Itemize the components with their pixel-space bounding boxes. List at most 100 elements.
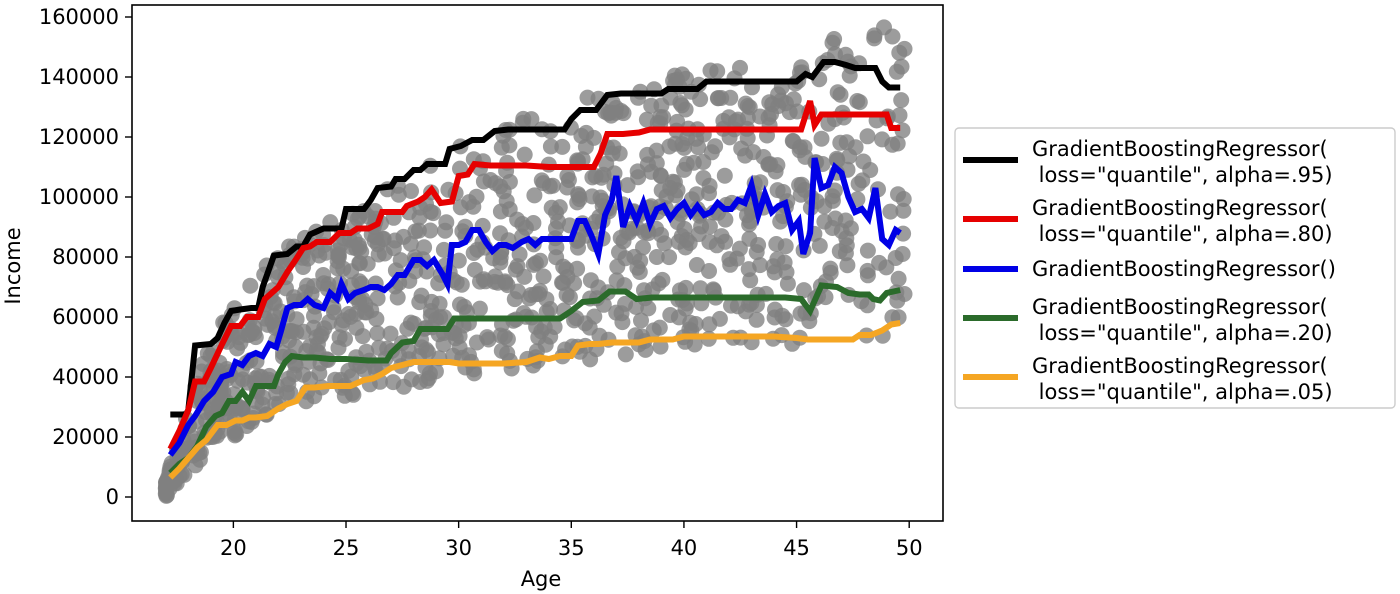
scatter-point [890,186,906,203]
scatter-point [701,263,717,279]
scatter-point [461,347,477,364]
scatter-point [838,230,855,247]
scatter-point [422,222,439,239]
scatter-point [559,167,576,184]
scatter-point [535,268,552,285]
scatter-point [785,133,802,150]
scatter-point [816,198,833,215]
scatter-point [480,331,497,348]
scatter-point [465,198,482,215]
scatter-point [632,253,649,269]
scatter-point [690,226,707,243]
scatter-point [639,156,656,173]
scatter-point [542,301,559,317]
scatter-point [692,91,709,108]
scatter-point [489,274,506,291]
scatter-point [550,213,566,230]
scatter-point [266,295,283,312]
scatter-point [469,241,486,258]
scatter-point [517,219,534,236]
scatter-point [436,309,453,326]
scatter-point [369,290,386,307]
scatter-point [302,338,318,355]
scatter-point [859,242,876,259]
scatter-point [859,128,876,145]
scatter-point [896,40,913,57]
y-axis-label: Income [1,227,25,304]
scatter-point [516,146,533,163]
scatter-point [701,316,718,333]
scatter-point [359,255,376,272]
scatter-point [315,267,332,283]
scatter-point [477,273,494,290]
scatter-point [678,70,694,87]
scatter-point [740,261,757,278]
scatter-point [509,258,526,275]
y-tick-label: 80000 [52,245,119,269]
scatter-point [760,156,777,173]
scatter-point [656,235,673,252]
scatter-point [295,323,312,340]
scatter-point [717,211,734,228]
y-tick-label: 100000 [39,185,119,209]
scatter-point [590,279,607,296]
scatter-point [722,256,739,273]
scatter-point [492,225,509,242]
scatter-point [745,144,762,161]
scatter-point [837,212,854,229]
scatter-point [532,252,549,269]
scatter-point [748,311,765,328]
plot-area-frame [131,4,944,522]
scatter-point [452,296,468,313]
scatter-point [399,320,416,337]
series-line-5 [168,320,901,480]
scatter-point [595,166,612,183]
scatter-point [633,312,649,329]
scatter-point [763,106,780,122]
scatter-point [287,338,304,355]
x-tick-label: 35 [558,536,585,560]
scatter-point [526,187,543,204]
scatter-point [370,246,387,263]
scatter-point [720,109,737,126]
scatter-point [677,300,694,317]
y-tick-label: 0 [106,485,119,509]
scatter-point [226,424,243,441]
scatter-point [851,94,868,111]
scatter-point [295,259,312,275]
scatter-point [859,262,876,279]
scatter-point [158,478,174,495]
scatter-point [382,325,399,342]
legend-label-5: GradientBoostingRegressor( loss="quantil… [1032,354,1333,404]
scatter-point [888,63,905,80]
scatter-point [866,27,883,44]
series-lines [167,59,902,480]
scatter-point [558,286,575,303]
scatter-point [820,115,837,132]
scatter-point [789,103,806,120]
scatter-point [555,258,572,275]
scatter-point [832,134,849,151]
scatter-point [776,254,793,271]
scatter-point [543,199,560,216]
scatter-point [752,174,769,191]
scatter-point [669,182,686,199]
scatter-point [882,203,899,220]
scatter-point [385,374,402,391]
series-line-1 [170,59,901,418]
scatter-point [369,325,386,342]
scatter-point [418,263,435,280]
scatter-point [495,183,512,200]
scatter-point [523,287,539,303]
legend-label-2: GradientBoostingRegressor( loss="quantil… [1032,196,1333,246]
scatter-point [695,170,712,186]
scatter-point [302,371,319,388]
scatter-point [793,176,810,193]
scatter-point [579,89,596,106]
scatter-point [766,264,783,281]
x-tick-label: 25 [333,536,360,560]
scatter-point [570,186,587,203]
scatter-point [638,111,655,128]
scatter-point [716,167,733,184]
legend-label-4: GradientBoostingRegressor( loss="quantil… [1032,295,1333,345]
